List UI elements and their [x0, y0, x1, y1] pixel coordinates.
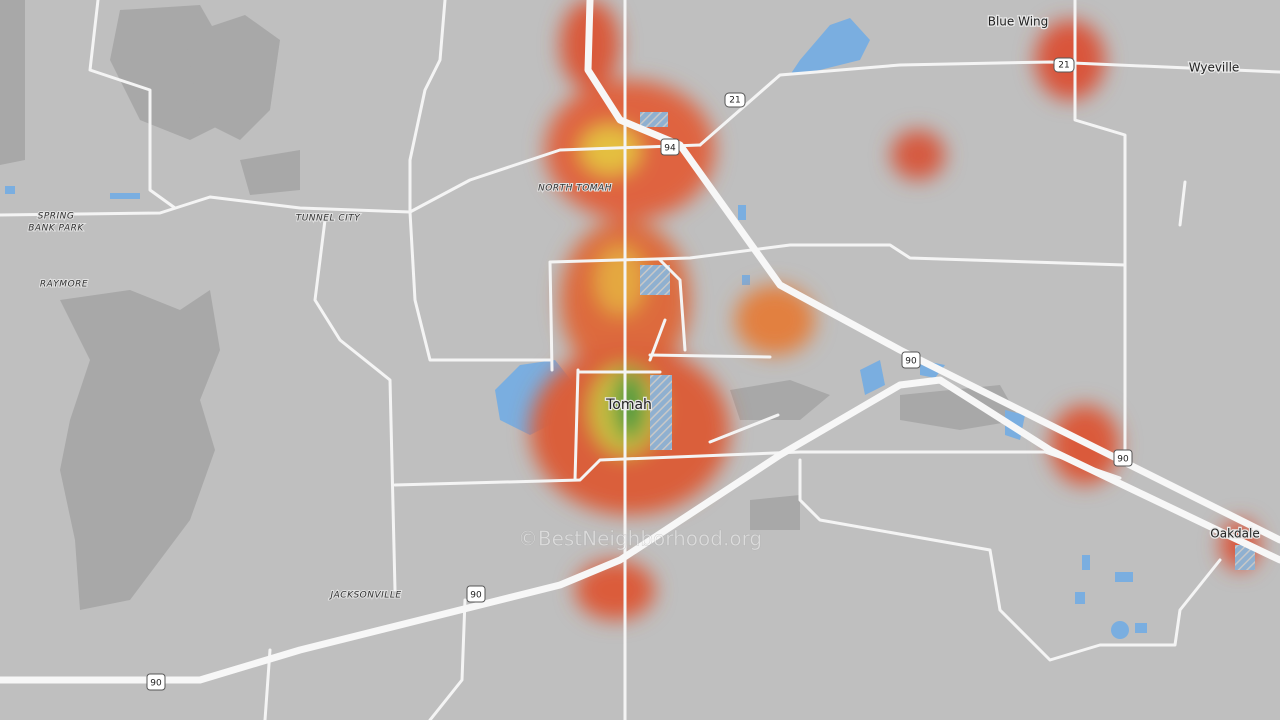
heatmap [530, 0, 1260, 620]
shield [660, 138, 680, 156]
shield [146, 673, 166, 691]
shield-label: 90 [905, 357, 917, 367]
place-label: JACKSONVILLE [328, 591, 401, 601]
shield [1113, 449, 1133, 467]
shield [724, 92, 746, 108]
shield-label: 21 [1058, 61, 1069, 71]
shield-label: 90 [470, 591, 482, 601]
place-label: Tomah [605, 397, 652, 413]
watermark: ©BestNeighborhood.org [518, 527, 762, 551]
place-label: BANK PARK [28, 224, 84, 234]
place-label: Blue Wing [988, 15, 1049, 29]
place-label: TUNNEL CITY [296, 214, 362, 224]
hatched-areas [640, 112, 1255, 570]
place-label: SPRING [38, 212, 75, 222]
shield-label: 94 [664, 144, 676, 154]
shield [1053, 57, 1075, 73]
shield-label: 90 [150, 679, 162, 689]
route-shields: 21 21 94 90 90 90 90 [146, 57, 1133, 691]
shield [901, 351, 921, 369]
urban-areas [0, 0, 1020, 610]
place-label: Wyeville [1189, 61, 1240, 75]
place-label: NORTH TOMAH [538, 184, 612, 194]
place-label: RAYMORE [40, 280, 88, 290]
place-label: Oakdale [1210, 527, 1259, 541]
shield-label: 21 [729, 96, 740, 106]
shield [466, 585, 486, 603]
shield-label: 90 [1117, 455, 1129, 465]
